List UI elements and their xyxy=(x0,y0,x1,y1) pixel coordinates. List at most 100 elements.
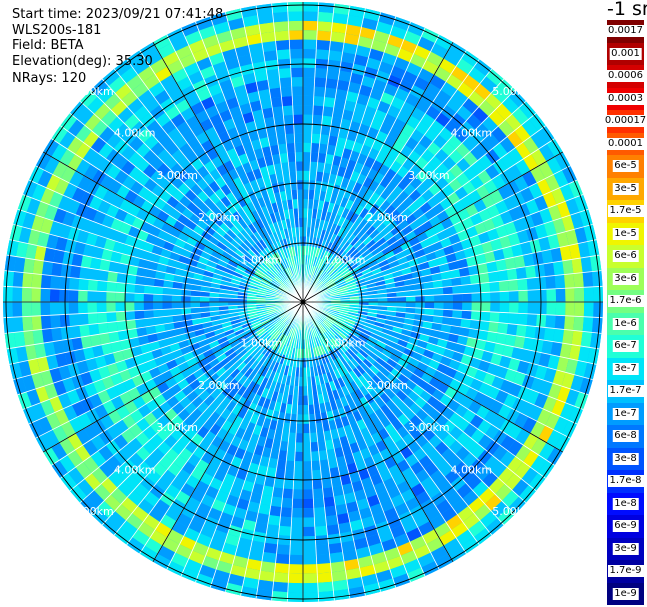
scan-cell xyxy=(373,385,385,397)
scan-cell xyxy=(126,537,145,554)
scan-cell xyxy=(291,404,298,415)
scan-cell xyxy=(366,464,380,478)
scan-cell xyxy=(321,333,329,343)
scan-cell xyxy=(230,75,245,89)
scan-cell xyxy=(379,366,391,378)
scan-cell xyxy=(303,2,319,12)
scan-cell xyxy=(108,409,123,425)
scan-cell xyxy=(234,346,245,356)
scan-cell xyxy=(67,467,85,485)
scan-cell xyxy=(328,542,343,554)
colorbar-level: 6e-5 xyxy=(607,155,644,178)
scan-cell xyxy=(332,155,342,167)
scan-cell xyxy=(239,528,255,541)
scan-cell xyxy=(137,461,153,477)
scan-cell xyxy=(521,467,539,485)
scan-cell xyxy=(290,413,298,424)
scan-cell xyxy=(242,111,255,124)
scan-cell xyxy=(318,324,326,334)
scan-cell xyxy=(319,309,329,315)
scan-cell xyxy=(185,115,200,130)
scan-cell xyxy=(149,252,161,264)
scan-cell xyxy=(249,260,260,269)
scan-cell xyxy=(489,311,500,323)
scan-cell xyxy=(199,296,210,302)
scan-cell xyxy=(553,416,569,434)
scan-cell xyxy=(154,89,171,105)
scan-cell xyxy=(271,329,280,339)
scan-cell xyxy=(303,536,316,546)
scan-cell xyxy=(163,315,174,324)
scan-cell xyxy=(431,322,442,332)
scan-cell xyxy=(215,263,226,272)
scan-cell xyxy=(284,268,291,278)
scan-cell xyxy=(153,278,165,288)
scan-cell xyxy=(303,554,317,565)
scan-cell xyxy=(364,393,375,405)
scan-cell xyxy=(343,100,357,112)
scan-cell xyxy=(481,395,496,410)
colorbar-level-label: 6e-6 xyxy=(612,250,639,263)
scan-cell xyxy=(264,533,279,545)
scan-cell xyxy=(75,385,89,402)
scan-cell xyxy=(221,207,233,219)
scan-cell xyxy=(338,522,352,534)
scan-cell xyxy=(303,208,308,218)
scan-cell xyxy=(90,257,102,270)
scan-cell xyxy=(582,271,594,288)
scan-cell xyxy=(303,20,318,31)
scan-cell xyxy=(37,170,53,188)
colorbar-level-label: 1e-7 xyxy=(612,407,639,420)
scan-cell xyxy=(107,471,125,488)
scan-cell xyxy=(236,396,247,408)
scan-cell xyxy=(226,412,238,424)
scan-cell xyxy=(179,195,192,208)
scan-cell xyxy=(317,11,334,23)
scan-cell xyxy=(115,359,128,373)
scan-cell xyxy=(90,79,109,97)
scan-cell xyxy=(448,440,464,455)
scan-cell xyxy=(562,259,574,275)
scan-cell xyxy=(232,382,243,394)
scan-cell xyxy=(191,312,202,320)
scan-cell xyxy=(514,412,529,429)
scan-cell xyxy=(260,31,276,43)
scan-cell xyxy=(386,340,398,349)
scan-cell xyxy=(255,353,265,363)
scan-cell xyxy=(318,143,328,154)
scan-cell xyxy=(342,549,358,562)
scan-cell xyxy=(259,331,269,340)
scan-cell xyxy=(198,25,217,40)
scan-cell xyxy=(349,72,364,85)
scan-cell xyxy=(270,281,280,288)
scan-cell xyxy=(310,328,315,339)
scan-cell xyxy=(320,124,331,136)
scan-cell xyxy=(317,440,327,452)
scan-cell xyxy=(209,423,222,436)
scan-cell xyxy=(298,386,303,396)
scan-cell xyxy=(231,188,243,200)
scan-cell xyxy=(291,265,296,276)
scan-cell xyxy=(369,389,380,401)
scan-cell xyxy=(389,353,401,364)
scan-cell xyxy=(328,313,338,320)
scan-cell xyxy=(291,77,303,87)
scan-cell xyxy=(99,332,111,345)
scan-cell xyxy=(175,544,193,559)
scan-cell xyxy=(499,355,512,369)
scan-cell xyxy=(285,460,295,471)
scan-cell xyxy=(328,173,337,185)
scan-cell xyxy=(261,446,272,458)
scan-cell xyxy=(324,439,335,451)
scan-cell xyxy=(77,478,94,497)
scan-cell xyxy=(130,246,143,259)
scan-cell xyxy=(343,362,353,373)
scan-cell xyxy=(259,22,275,34)
scan-cell xyxy=(106,132,122,149)
scan-cell xyxy=(192,541,209,556)
scan-cell xyxy=(247,501,261,513)
scan-cell xyxy=(559,402,575,421)
scan-cell xyxy=(294,133,303,143)
scan-cell xyxy=(272,221,280,232)
scan-cell xyxy=(417,552,435,568)
